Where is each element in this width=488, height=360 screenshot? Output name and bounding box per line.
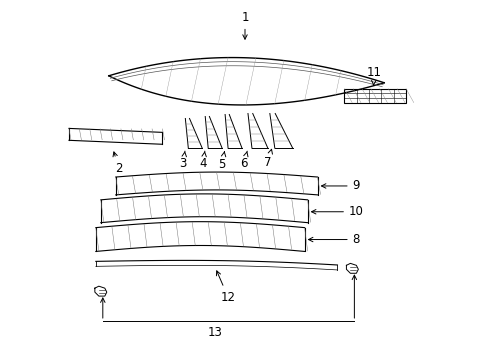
Text: 12: 12 [216, 271, 235, 303]
Text: 7: 7 [264, 149, 272, 168]
Text: 8: 8 [308, 233, 359, 246]
Text: 3: 3 [179, 151, 186, 170]
Text: 13: 13 [207, 326, 222, 339]
Bar [344, 89, 405, 103]
Text: 4: 4 [199, 151, 206, 170]
Text: 2: 2 [113, 152, 122, 175]
Text: 5: 5 [218, 152, 225, 171]
Text: 10: 10 [311, 205, 363, 218]
Text: 1: 1 [241, 11, 248, 39]
Text: 9: 9 [321, 179, 359, 193]
Text: 6: 6 [240, 151, 247, 170]
Text: 11: 11 [366, 66, 381, 85]
